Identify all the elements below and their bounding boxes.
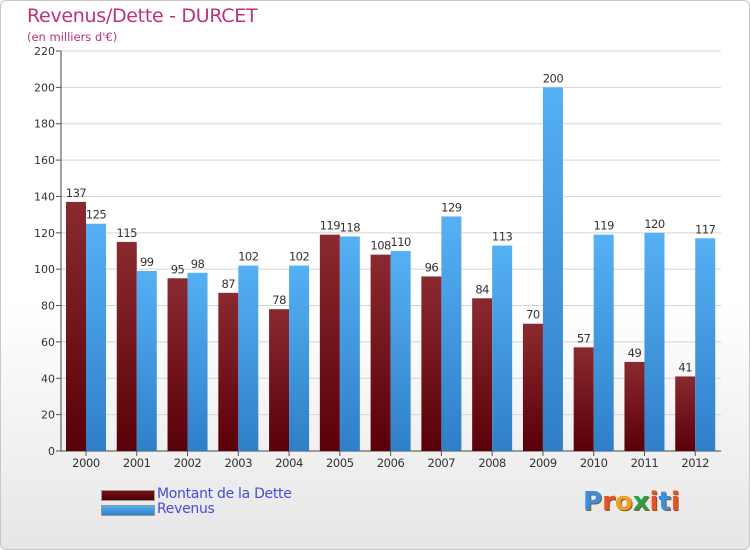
x-tick-label: 2001 xyxy=(123,456,151,470)
bar-revenus xyxy=(441,216,462,451)
chart-subtitle: (en milliers d'€) xyxy=(27,30,118,44)
bar-revenus xyxy=(593,234,614,451)
data-label: 119 xyxy=(593,219,614,233)
bar-revenus xyxy=(695,238,716,451)
y-tick-label: 200 xyxy=(34,81,55,94)
bar-revenus xyxy=(390,251,411,451)
data-label: 102 xyxy=(238,250,259,264)
x-tick-label: 2007 xyxy=(428,456,456,470)
logo-letter: x xyxy=(632,487,650,517)
logo-letter: i xyxy=(670,487,680,517)
logo-letter: r xyxy=(602,487,615,517)
bar-revenus xyxy=(492,245,513,451)
bar-revenus xyxy=(542,87,563,451)
bar-dette xyxy=(66,201,86,451)
data-label: 200 xyxy=(543,71,564,85)
data-label: 84 xyxy=(475,282,489,296)
logo-letter: P xyxy=(583,487,603,517)
bar-dette xyxy=(218,292,239,451)
x-tick-label: 2002 xyxy=(174,456,202,470)
bar-dette xyxy=(472,298,493,451)
logo-letter: t xyxy=(658,487,671,517)
data-label: 137 xyxy=(66,186,87,200)
y-tick-label: 60 xyxy=(41,336,55,349)
bar-dette xyxy=(573,347,594,451)
data-label: 102 xyxy=(289,250,310,264)
y-tick-label: 0 xyxy=(48,445,55,458)
legend-label-dette: Montant de la Dette xyxy=(157,486,292,502)
y-tick-label: 20 xyxy=(41,409,55,422)
bar-revenus xyxy=(136,271,157,451)
x-tick-label: 2011 xyxy=(631,456,659,470)
y-tick-label: 100 xyxy=(34,263,55,276)
data-label: 110 xyxy=(390,235,411,249)
x-tick-label: 2008 xyxy=(478,456,506,470)
bar-revenus xyxy=(238,265,259,451)
data-label: 120 xyxy=(644,217,665,231)
legend-label-revenus: Revenus xyxy=(157,501,215,517)
x-tick-label: 2004 xyxy=(275,456,303,470)
y-tick-label: 40 xyxy=(41,372,55,385)
x-tick-label: 2003 xyxy=(224,456,252,470)
bar-layer xyxy=(66,87,716,451)
y-tick-label: 80 xyxy=(41,300,55,313)
data-label: 118 xyxy=(340,220,361,234)
data-label: 99 xyxy=(140,255,154,269)
bar-revenus xyxy=(187,272,208,451)
y-tick-label: 160 xyxy=(34,154,55,167)
bar-revenus xyxy=(289,265,310,451)
proxiti-logo: Proxiti xyxy=(583,487,680,517)
y-tick-label: 120 xyxy=(34,227,55,240)
data-label: 87 xyxy=(221,277,235,291)
x-tick-label: 2005 xyxy=(326,456,354,470)
y-tick-label: 180 xyxy=(34,118,55,131)
bar-dette xyxy=(269,309,290,451)
data-label: 95 xyxy=(171,262,185,276)
bar-dette xyxy=(624,361,645,451)
bar-dette xyxy=(370,254,391,451)
x-tick-label: 2009 xyxy=(529,456,557,470)
bar-dette xyxy=(421,276,442,451)
bar-dette xyxy=(522,323,543,451)
data-label: 113 xyxy=(492,230,513,244)
data-label: 96 xyxy=(425,260,439,274)
bar-dette xyxy=(116,241,137,451)
bar-revenus xyxy=(339,236,360,451)
legend-swatch-dette xyxy=(101,490,155,501)
data-label: 57 xyxy=(577,331,591,345)
y-tick-label: 140 xyxy=(34,190,55,203)
x-tick-label: 2006 xyxy=(377,456,405,470)
y-tick-label: 220 xyxy=(34,45,55,58)
data-label: 98 xyxy=(191,257,205,271)
data-label: 41 xyxy=(678,360,692,374)
data-label: 70 xyxy=(526,308,540,322)
logo-letter: o xyxy=(614,487,633,517)
data-label: 119 xyxy=(320,219,341,233)
data-label: 125 xyxy=(86,208,107,222)
legend-swatch-revenus xyxy=(101,505,155,516)
chart-title: Revenus/Dette - DURCET xyxy=(27,5,258,27)
logo-letter: i xyxy=(649,487,659,517)
bar-revenus xyxy=(644,232,665,451)
bar-dette xyxy=(675,376,696,451)
data-label: 115 xyxy=(117,226,138,240)
x-tick-label: 2012 xyxy=(681,456,709,470)
data-label: 108 xyxy=(370,239,391,253)
data-label: 117 xyxy=(695,222,716,236)
bar-revenus xyxy=(86,223,106,451)
data-label: 78 xyxy=(272,293,286,307)
data-label: 49 xyxy=(628,346,642,360)
data-label: 129 xyxy=(441,200,462,214)
x-tick-label: 2000 xyxy=(72,456,100,470)
bar-dette xyxy=(167,278,188,451)
bar-dette xyxy=(319,234,340,451)
x-tick-label: 2010 xyxy=(580,456,608,470)
